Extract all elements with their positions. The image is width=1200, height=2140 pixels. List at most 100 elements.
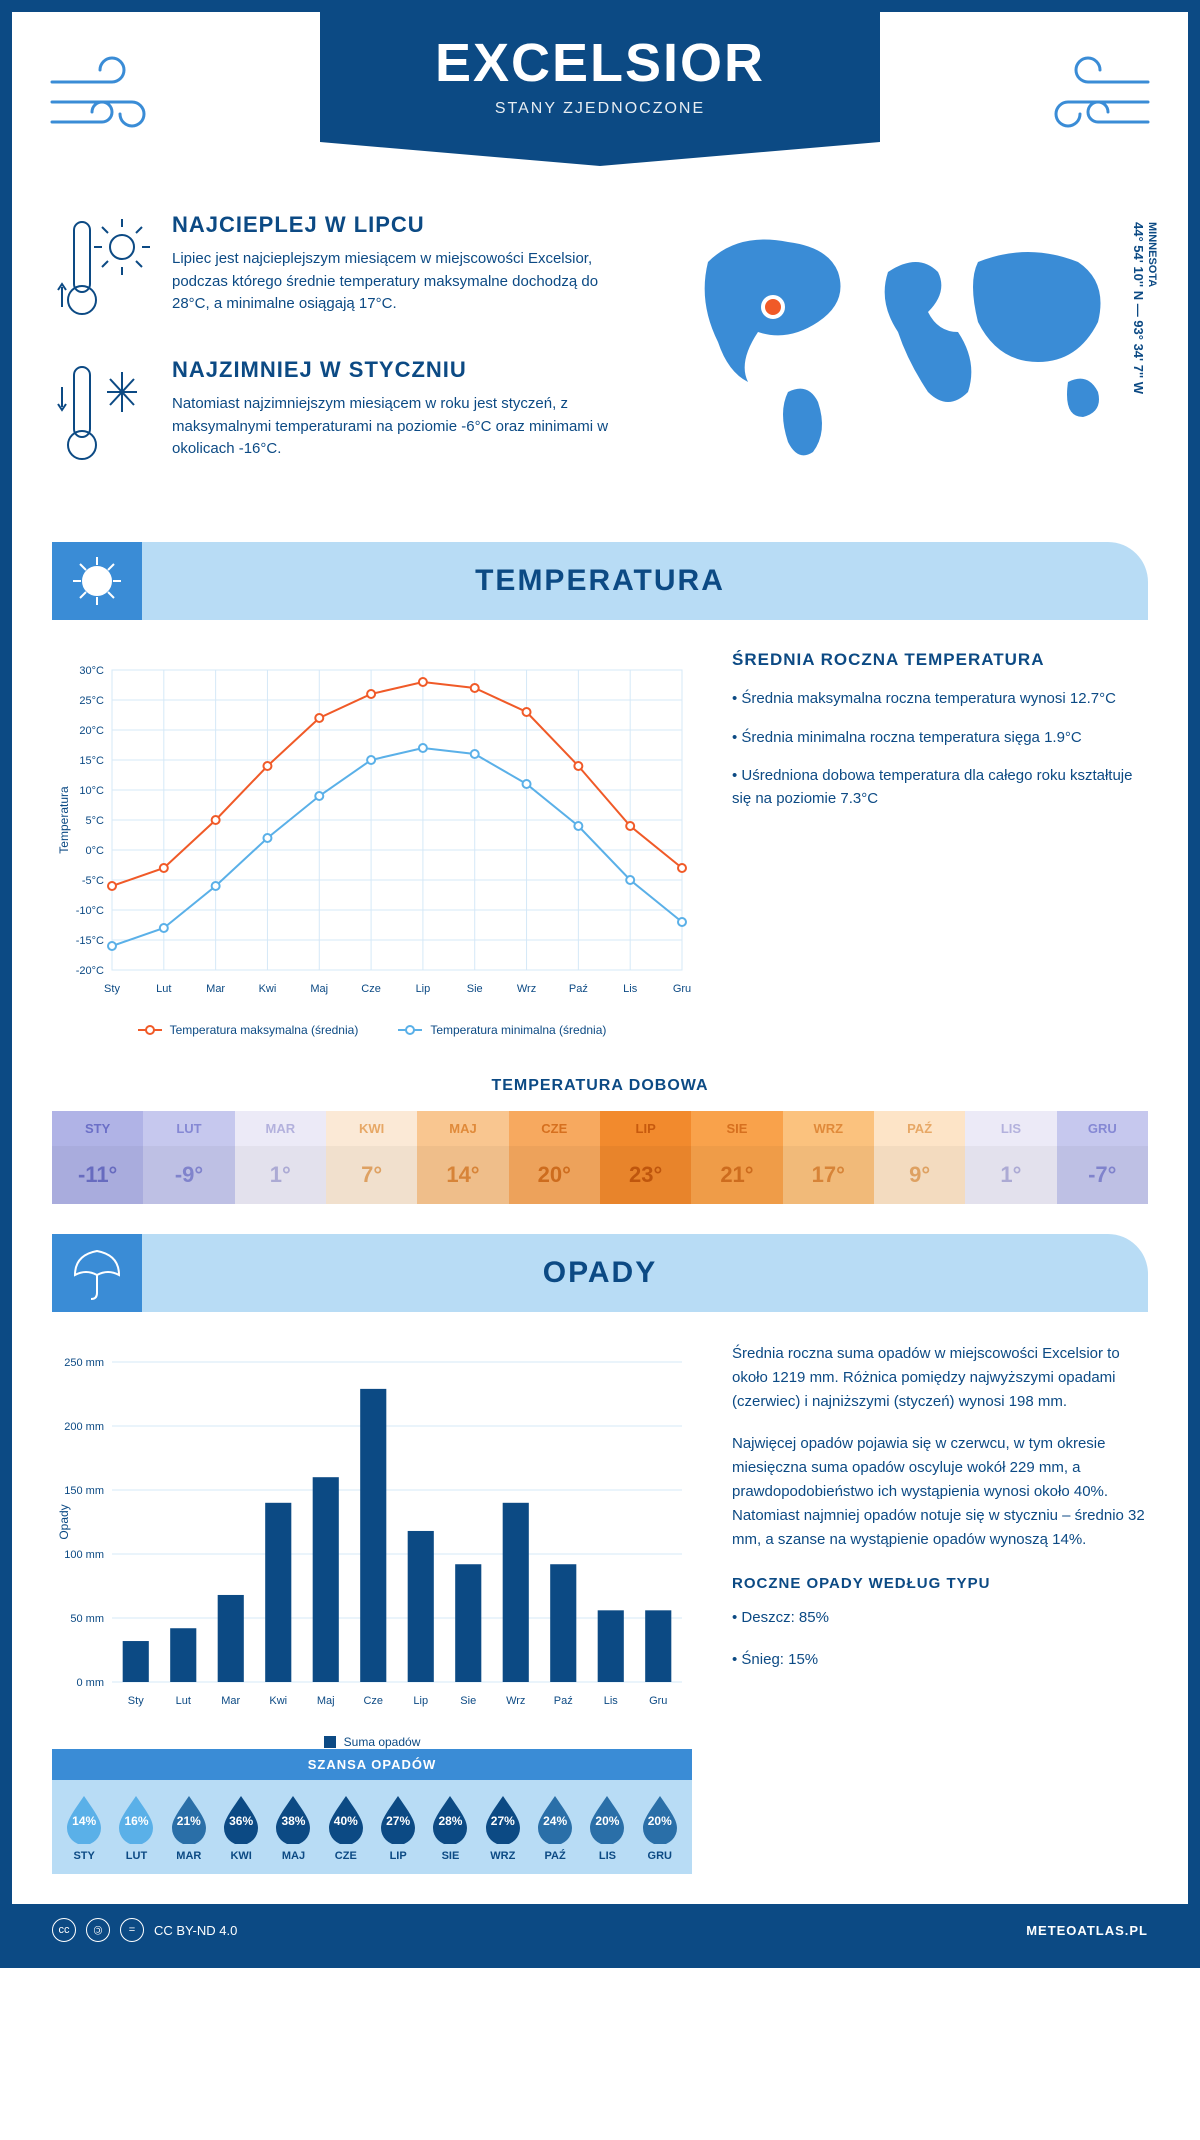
legend-min-label: Temperatura minimalna (średnia) [430,1023,606,1037]
svg-text:Lis: Lis [623,983,638,995]
thermometer-cold-icon [52,357,152,472]
svg-text:Lip: Lip [413,1695,428,1707]
chance-cell: 20%GRU [634,1792,686,1862]
chance-cell: 27%LIP [372,1792,424,1862]
precip-chart-box: 0 mm50 mm100 mm150 mm200 mm250 mmStyLutM… [52,1342,692,1874]
temp-body: -20°C-15°C-10°C-5°C0°C5°C10°C15°C20°C25°… [12,650,1188,1067]
precip-title: OPADY [543,1256,657,1289]
cold-block: NAJZIMNIEJ W STYCZNIU Natomiast najzimni… [52,357,638,472]
world-map [668,212,1148,472]
daily-cell: GRU-7° [1057,1111,1148,1204]
temp-summary: ŚREDNIA ROCZNA TEMPERATURA • Średnia mak… [732,650,1148,1037]
svg-text:Gru: Gru [649,1695,667,1707]
daily-cell: MAJ14° [417,1111,508,1204]
svg-text:Cze: Cze [361,983,381,995]
svg-text:Lut: Lut [176,1695,191,1707]
intro-left: NAJCIEPLEJ W LIPCU Lipiec jest najcieple… [52,212,638,502]
svg-text:-20°C: -20°C [76,965,104,977]
svg-text:15°C: 15°C [79,755,104,767]
svg-text:Lut: Lut [156,983,171,995]
svg-text:10°C: 10°C [79,785,104,797]
svg-text:Gru: Gru [673,983,691,995]
legend-sum: Suma opadów [324,1735,421,1749]
page-title: EXCELSIOR [320,32,880,94]
footer-site: METEOATLAS.PL [1026,1923,1148,1938]
temp-bullet-3: • Uśredniona dobowa temperatura dla całe… [732,765,1148,810]
footer: cc 🄯 = CC BY-ND 4.0 METEOATLAS.PL [12,1904,1188,1956]
svg-text:-10°C: -10°C [76,905,104,917]
coords-text: 44° 54' 10'' N — 93° 34' 7'' W [1131,222,1146,394]
thermometer-hot-icon [52,212,152,327]
svg-text:Mar: Mar [206,983,225,995]
chance-cell: 27%WRZ [477,1792,529,1862]
wind-icon-right [1018,52,1158,147]
chance-box: SZANSA OPADÓW 14%STY16%LUT21%MAR36%KWI38… [52,1749,692,1874]
temp-bullet-2: • Średnia minimalna roczna temperatura s… [732,727,1148,750]
daily-temp-table: STY-11°LUT-9°MAR1°KWI7°MAJ14°CZE20°LIP23… [52,1111,1148,1204]
precip-p1: Średnia roczna suma opadów w miejscowośc… [732,1342,1148,1414]
footer-license: cc 🄯 = CC BY-ND 4.0 [52,1918,237,1942]
chance-cell: 40%CZE [320,1792,372,1862]
svg-text:Sie: Sie [460,1695,476,1707]
daily-cell: LIS1° [965,1111,1056,1204]
chance-cell: 28%SIE [424,1792,476,1862]
svg-text:Kwi: Kwi [269,1695,287,1707]
chance-cell: 16%LUT [110,1792,162,1862]
svg-text:-5°C: -5°C [82,875,104,887]
title-banner: EXCELSIOR STANY ZJEDNOCZONE [320,12,880,142]
temp-bullet-1: • Średnia maksymalna roczna temperatura … [732,688,1148,711]
svg-text:Lip: Lip [416,983,431,995]
svg-text:Sty: Sty [104,983,120,995]
chance-cell: 20%LIS [581,1792,633,1862]
intro-right: MINNESOTA 44° 54' 10'' N — 93° 34' 7'' W [668,212,1148,502]
svg-text:150 mm: 150 mm [64,1485,104,1497]
region-label: MINNESOTA [1146,222,1158,386]
daily-cell: PAŹ9° [874,1111,965,1204]
precip-summary: Średnia roczna suma opadów w miejscowośc… [732,1342,1148,1874]
precip-type-heading: ROCZNE OPADY WEDŁUG TYPU [732,1572,1148,1596]
svg-text:Temperatura: Temperatura [57,786,71,854]
hot-body: Lipiec jest najcieplejszym miesiącem w m… [172,248,638,316]
daily-cell: CZE20° [509,1111,600,1204]
temp-summary-heading: ŚREDNIA ROCZNA TEMPERATURA [732,650,1148,670]
svg-text:Opady: Opady [57,1504,71,1539]
by-icon: 🄯 [86,1918,110,1942]
precipitation-bar-chart: 0 mm50 mm100 mm150 mm200 mm250 mmStyLutM… [52,1342,692,1722]
svg-text:-15°C: -15°C [76,935,104,947]
svg-text:Sty: Sty [128,1695,144,1707]
chance-cell: 21%MAR [163,1792,215,1862]
daily-cell: STY-11° [52,1111,143,1204]
svg-text:Mar: Mar [221,1695,240,1707]
precip-rain: • Deszcz: 85% [732,1606,1148,1630]
svg-text:250 mm: 250 mm [64,1357,104,1369]
svg-text:Paź: Paź [569,983,588,995]
chance-row: 14%STY16%LUT21%MAR36%KWI38%MAJ40%CZE27%L… [52,1780,692,1874]
page-subtitle: STANY ZJEDNOCZONE [320,100,880,118]
daily-cell: WRZ17° [783,1111,874,1204]
svg-text:25°C: 25°C [79,695,104,707]
hot-block: NAJCIEPLEJ W LIPCU Lipiec jest najcieple… [52,212,638,327]
precip-p2: Najwięcej opadów pojawia się w czerwcu, … [732,1432,1148,1552]
svg-text:5°C: 5°C [86,815,105,827]
svg-text:Kwi: Kwi [259,983,277,995]
svg-text:100 mm: 100 mm [64,1549,104,1561]
daily-cell: KWI7° [326,1111,417,1204]
svg-text:Paź: Paź [554,1695,573,1707]
svg-text:Sie: Sie [467,983,483,995]
precip-snow: • Śnieg: 15% [732,1648,1148,1672]
intro-section: NAJCIEPLEJ W LIPCU Lipiec jest najcieple… [12,182,1188,522]
temp-section-header: TEMPERATURA [52,542,1148,620]
umbrella-icon [52,1234,142,1312]
svg-text:Maj: Maj [310,983,328,995]
svg-text:0°C: 0°C [86,845,105,857]
precip-section-header: OPADY [52,1234,1148,1312]
cc-icon: cc [52,1918,76,1942]
chance-cell: 14%STY [58,1792,110,1862]
svg-text:Wrz: Wrz [506,1695,525,1707]
daily-temp-title: TEMPERATURA DOBOWA [12,1077,1188,1095]
daily-cell: LUT-9° [143,1111,234,1204]
legend-sum-label: Suma opadów [344,1735,421,1749]
nd-icon: = [120,1918,144,1942]
license-text: CC BY-ND 4.0 [154,1923,237,1938]
infographic-frame: EXCELSIOR STANY ZJEDNOCZONE NAJCIEPLEJ W… [0,0,1200,1968]
